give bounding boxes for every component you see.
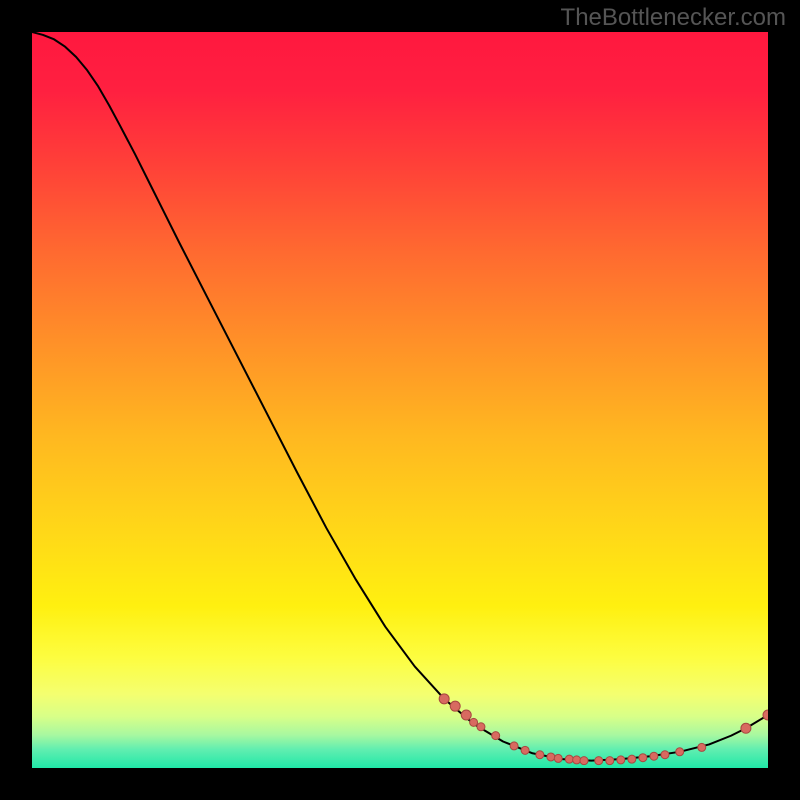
curve-marker	[676, 748, 684, 756]
curve-marker	[510, 742, 518, 750]
curve-marker	[606, 757, 614, 765]
curve-marker	[639, 754, 647, 762]
curve-marker	[477, 723, 485, 731]
curve-marker	[617, 756, 625, 764]
curve-marker	[741, 723, 751, 733]
curve-marker	[547, 753, 555, 761]
curve-marker	[492, 732, 500, 740]
curve-marker	[470, 718, 478, 726]
curve-marker	[628, 755, 636, 763]
curve-marker	[439, 694, 449, 704]
curve-marker	[554, 754, 562, 762]
curve-marker	[580, 757, 588, 765]
curve-marker	[461, 710, 471, 720]
curve-marker	[661, 751, 669, 759]
curve-marker	[565, 755, 573, 763]
curve-marker	[595, 757, 603, 765]
curve-marker	[521, 746, 529, 754]
curve-marker	[698, 743, 706, 751]
plot-area	[32, 32, 768, 768]
plot-svg	[32, 32, 768, 768]
curve-marker	[650, 752, 658, 760]
curve-marker	[450, 701, 460, 711]
curve-marker	[536, 751, 544, 759]
plot-background	[32, 32, 768, 768]
chart-stage: TheBottlenecker.com	[0, 0, 800, 800]
watermark-text: TheBottlenecker.com	[561, 4, 786, 32]
curve-marker	[573, 756, 581, 764]
